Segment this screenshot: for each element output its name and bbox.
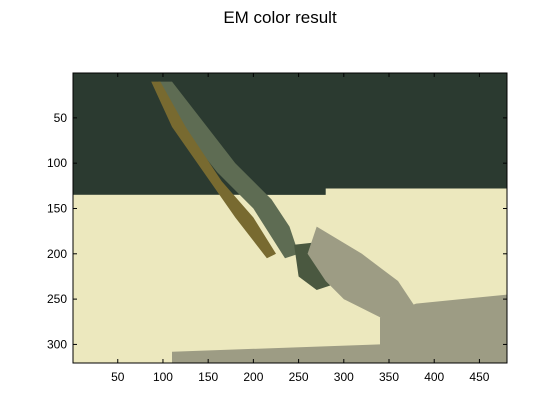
figure-title: EM color result	[223, 8, 337, 27]
x-tick-label: 100	[153, 370, 173, 384]
y-tick-label: 300	[47, 337, 67, 351]
region-gray-region	[380, 294, 507, 363]
region-dark-background	[73, 73, 507, 195]
x-tick-label: 200	[243, 370, 263, 384]
y-tick-label: 150	[47, 201, 67, 215]
region-stripe-brown	[151, 81, 276, 259]
x-tick-label: 450	[469, 370, 489, 384]
y-tick-label: 50	[54, 111, 68, 125]
x-tick-label: 150	[198, 370, 218, 384]
y-tick-label: 200	[47, 247, 67, 261]
region-light-region-right	[316, 188, 507, 309]
region-gray-band-bottom	[172, 344, 380, 363]
x-axis: 50 100 150 200 250 300 350 400 450	[111, 73, 490, 384]
x-tick-label: 300	[334, 370, 354, 384]
region-stripe-green	[158, 81, 299, 259]
y-tick-label: 100	[47, 156, 67, 170]
x-tick-label: 350	[379, 370, 399, 384]
image-regions	[73, 73, 507, 363]
region-light-region	[73, 194, 380, 363]
x-tick-label: 50	[111, 370, 125, 384]
y-tick-label: 250	[47, 292, 67, 306]
region-gray-scatter	[307, 226, 417, 318]
x-tick-label: 400	[424, 370, 444, 384]
y-axis: 50 100 150 200 250 300	[47, 111, 507, 351]
axes-frame	[72, 72, 508, 364]
x-tick-label: 250	[289, 370, 309, 384]
